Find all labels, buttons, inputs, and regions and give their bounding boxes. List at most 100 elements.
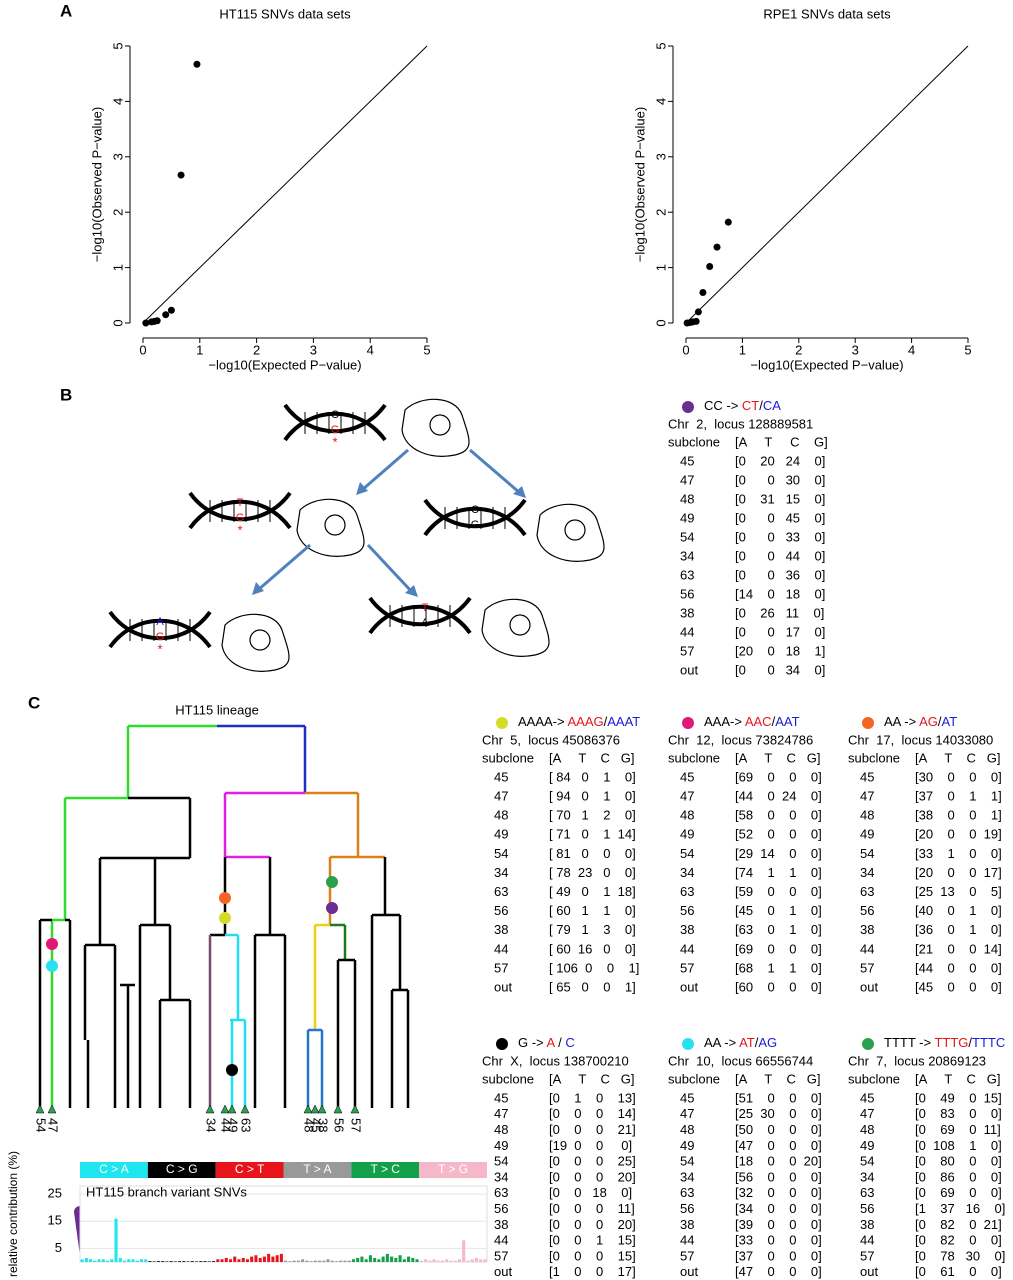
leaf-label: 45 <box>309 1118 324 1132</box>
row-label: 38 <box>680 605 694 620</box>
point <box>699 289 707 297</box>
row-label: 56 <box>680 586 694 601</box>
mutation-part: AAAT <box>607 714 640 729</box>
row-label: 38 <box>494 1217 508 1232</box>
bar <box>457 1259 461 1262</box>
row-counts: [44 0 24 0] <box>735 789 822 804</box>
row-counts: [0 0 0 20] <box>549 1217 636 1232</box>
row-counts: [1 37 16 0] <box>915 1201 1005 1216</box>
dna <box>108 610 212 649</box>
mutation-marker <box>682 401 694 413</box>
point <box>167 306 175 314</box>
bar <box>449 1260 453 1262</box>
y-tick-label: 4 <box>653 98 668 105</box>
row-label: 54 <box>860 846 874 861</box>
x-tick-label: 1 <box>739 342 746 357</box>
point <box>706 262 714 270</box>
bar <box>118 1257 122 1262</box>
row-label: 38 <box>860 922 874 937</box>
row-label: 47 <box>860 789 874 804</box>
row-counts: [0 83 0 0] <box>915 1106 1002 1121</box>
row-counts: [ 60 1 1 0] <box>549 903 636 918</box>
y-tick-label: 1 <box>110 264 125 271</box>
bar <box>453 1260 457 1262</box>
legend-label: C > T <box>235 1162 265 1176</box>
row-label: 34 <box>860 865 874 880</box>
bar <box>368 1255 372 1262</box>
row-counts: [58 0 0 0] <box>735 808 822 823</box>
bar <box>139 1259 143 1262</box>
svg-text:C: C <box>331 409 339 421</box>
row-label: 56 <box>860 1201 874 1216</box>
svg-text:G: G <box>156 631 165 643</box>
bar <box>305 1260 309 1262</box>
bar <box>483 1259 487 1262</box>
bar <box>224 1257 228 1262</box>
row-counts: [69 0 0 0] <box>735 769 822 784</box>
legend-label: C > A <box>99 1162 129 1176</box>
row-label: 47 <box>494 789 508 804</box>
row-counts: [ 70 1 2 0] <box>549 808 636 823</box>
mutation-marker <box>46 938 58 950</box>
bar <box>373 1257 377 1262</box>
bar <box>233 1256 237 1262</box>
bar <box>258 1257 262 1262</box>
row-label: out <box>494 1264 512 1279</box>
row-counts: [0 0 45 0] <box>735 510 825 525</box>
mutation-marker <box>46 960 58 972</box>
mutation-part: CT <box>742 398 759 413</box>
row-counts: [50 0 0 0] <box>735 1122 822 1137</box>
row-counts: [0 82 0 21] <box>915 1217 1002 1232</box>
row-counts: [1 0 0 17] <box>549 1264 636 1279</box>
column-header: subclone <box>668 434 720 449</box>
leaf-triangle <box>350 1104 360 1114</box>
mutation-header: AAAA-> AAAG/AAAT <box>518 714 640 729</box>
locus: Chr X, locus 138700210 <box>482 1053 629 1068</box>
bar <box>186 1261 190 1262</box>
bar <box>407 1256 411 1262</box>
mutation-part: TTTC <box>972 1035 1005 1050</box>
row-counts: [0 20 24 0] <box>735 453 825 468</box>
bar <box>301 1259 305 1262</box>
row-label: 48 <box>494 808 508 823</box>
row-label: 38 <box>680 922 694 937</box>
bar <box>351 1259 355 1262</box>
mutation-part: / <box>555 1035 566 1050</box>
svg-text:G: G <box>331 424 340 436</box>
row-counts: [63 0 1 0] <box>735 922 822 937</box>
bar <box>165 1261 169 1262</box>
row-label: out <box>860 980 878 995</box>
leaf-label: 54 <box>34 1118 49 1132</box>
bar <box>135 1260 139 1262</box>
row-counts: [44 0 0 0] <box>915 960 1002 975</box>
bar <box>474 1257 478 1262</box>
row-label: 47 <box>680 789 694 804</box>
row-counts: [ 60 16 0 0] <box>549 941 636 956</box>
mutation-header: CC -> CT/CA <box>704 398 781 413</box>
arrows <box>257 448 521 594</box>
lineage-diagram <box>108 398 605 672</box>
bar <box>127 1259 131 1262</box>
row-label: 44 <box>860 941 874 956</box>
row-counts: [0 31 15 0] <box>735 491 825 506</box>
point <box>162 311 170 319</box>
legend-label: T > C <box>371 1162 401 1176</box>
bar <box>195 1261 199 1262</box>
row-counts: [0 61 0 0] <box>915 1264 1002 1279</box>
column-header: [A T C G] <box>735 1071 821 1086</box>
row-counts: [ 65 0 0 1] <box>549 980 636 995</box>
leaf-label: 63 <box>239 1118 254 1132</box>
row-label: 45 <box>860 1090 874 1105</box>
bar <box>343 1260 347 1262</box>
x-axis-label: −log10(Expected P−value) <box>208 357 361 372</box>
mutation-part: G -> <box>518 1035 547 1050</box>
svg-text:A: A <box>421 617 429 629</box>
row-label: 48 <box>860 808 874 823</box>
leaf-label: 47 <box>46 1118 61 1132</box>
bar <box>385 1253 389 1262</box>
x-tick-label: 2 <box>795 342 802 357</box>
bar <box>245 1259 249 1262</box>
row-label: 54 <box>494 1154 508 1169</box>
bar <box>101 1259 105 1262</box>
y-tick-label: 5 <box>110 42 125 49</box>
